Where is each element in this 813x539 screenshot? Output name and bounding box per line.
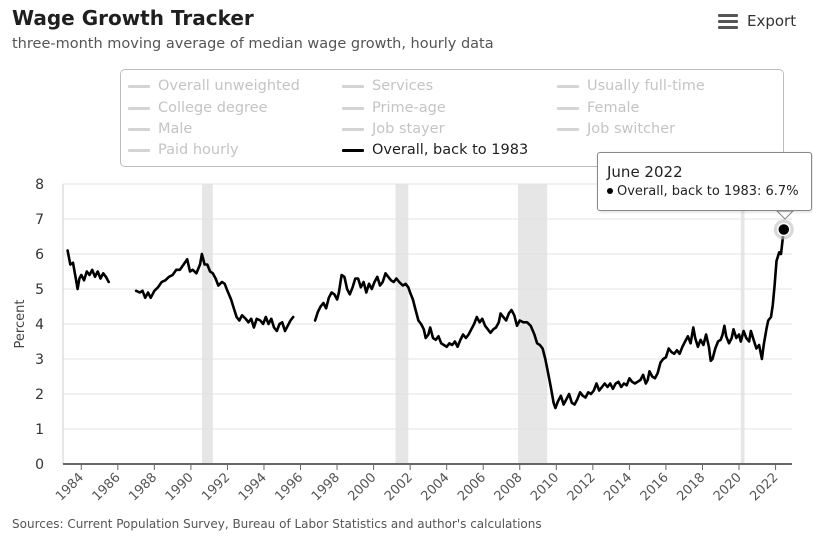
y-tick-label: 8 [35, 177, 44, 193]
legend-label: Overall unweighted [158, 78, 300, 94]
legend-swatch [342, 106, 364, 110]
legend-item[interactable]: Services [342, 78, 433, 94]
highlight-point [777, 222, 791, 237]
series-line [66, 249, 110, 291]
series-dot-icon [607, 187, 613, 194]
y-tick-label: 2 [35, 387, 44, 403]
y-tick-label: 5 [35, 282, 44, 298]
x-tick-label: 1998 [309, 470, 343, 504]
export-label: Export [747, 12, 797, 30]
x-tick-label: 1986 [90, 470, 124, 504]
y-tick-label: 6 [35, 247, 44, 263]
legend-swatch [128, 106, 150, 110]
y-tick-label: 7 [35, 212, 44, 228]
legend-item[interactable]: Prime-age [342, 100, 446, 116]
x-tick-label: 1984 [53, 470, 87, 504]
legend-item[interactable]: Job stayer [342, 121, 445, 137]
tooltip-pointer [775, 210, 795, 220]
legend-label: Services [372, 78, 434, 94]
legend-item[interactable]: Paid hourly [128, 142, 239, 158]
legend: Overall unweighted Services Usually full-t… [120, 69, 784, 167]
legend-item[interactable]: Overall, back to 1983 [342, 142, 528, 158]
legend-label: Job switcher [587, 121, 676, 137]
y-tick-label: 0 [35, 457, 44, 473]
legend-item[interactable]: Usually full-time [557, 78, 705, 94]
legend-swatch [557, 127, 579, 131]
legend-swatch [128, 127, 150, 131]
legend-item[interactable]: College degree [128, 100, 268, 116]
legend-swatch [342, 148, 364, 152]
x-tick-label: 2020 [711, 470, 745, 504]
x-tick-label: 2002 [382, 470, 416, 504]
legend-item[interactable]: Overall unweighted [128, 78, 300, 94]
x-tick-label: 2018 [674, 470, 708, 504]
legend-swatch [557, 106, 579, 110]
legend-label: Prime-age [372, 100, 446, 116]
x-tick-label: 2016 [638, 470, 672, 504]
x-tick-label: 2022 [747, 470, 781, 504]
tooltip-title: June 2022 [607, 163, 683, 181]
legend-label: Job stayer [372, 121, 445, 137]
x-tick-label: 2006 [455, 470, 489, 504]
x-tick-label: 2004 [419, 470, 453, 504]
legend-label: Male [158, 121, 193, 137]
export-button[interactable]: Export [718, 12, 796, 30]
legend-label: Usually full-time [587, 78, 705, 94]
legend-swatch [128, 84, 150, 88]
x-tick-label: 1996 [272, 470, 306, 504]
legend-label: College degree [158, 100, 268, 116]
y-axis-label: Percent [13, 300, 28, 349]
tooltip: June 2022 Overall, back to 1983: 6.7% [597, 152, 812, 211]
legend-label: Paid hourly [158, 142, 239, 158]
x-tick-label: 2008 [492, 470, 526, 504]
tooltip-value-text: Overall, back to 1983: 6.7% [617, 184, 799, 199]
y-tick-label: 4 [35, 317, 44, 333]
legend-item[interactable]: Job switcher [557, 121, 675, 137]
legend-swatch [342, 127, 364, 131]
x-tick-label: 1990 [163, 470, 197, 504]
x-tick-label: 1994 [236, 470, 270, 504]
source-note: Sources: Current Population Survey, Bure… [12, 517, 542, 531]
y-tick-label: 3 [35, 352, 44, 368]
legend-swatch [342, 84, 364, 88]
legend-label: Overall, back to 1983 [372, 142, 529, 158]
chart-subtitle: three-month moving average of median wag… [12, 36, 494, 52]
tooltip-value: Overall, back to 1983: 6.7% [607, 184, 799, 199]
x-tick-label: 1992 [199, 470, 233, 504]
legend-swatch [557, 84, 579, 88]
legend-swatch [128, 148, 150, 152]
legend-item[interactable]: Female [557, 100, 639, 116]
x-tick-label: 2012 [565, 470, 599, 504]
x-tick-label: 2000 [345, 470, 379, 504]
series-line [313, 228, 786, 410]
x-tick-label: 2010 [528, 470, 562, 504]
series-line [134, 252, 295, 333]
y-tick-label: 1 [35, 422, 44, 438]
x-tick-label: 2014 [601, 470, 635, 504]
legend-item[interactable]: Male [128, 121, 192, 137]
chart-title: Wage Growth Tracker [12, 6, 254, 30]
menu-icon [718, 13, 738, 29]
legend-label: Female [587, 100, 640, 116]
x-tick-label: 1988 [126, 470, 160, 504]
